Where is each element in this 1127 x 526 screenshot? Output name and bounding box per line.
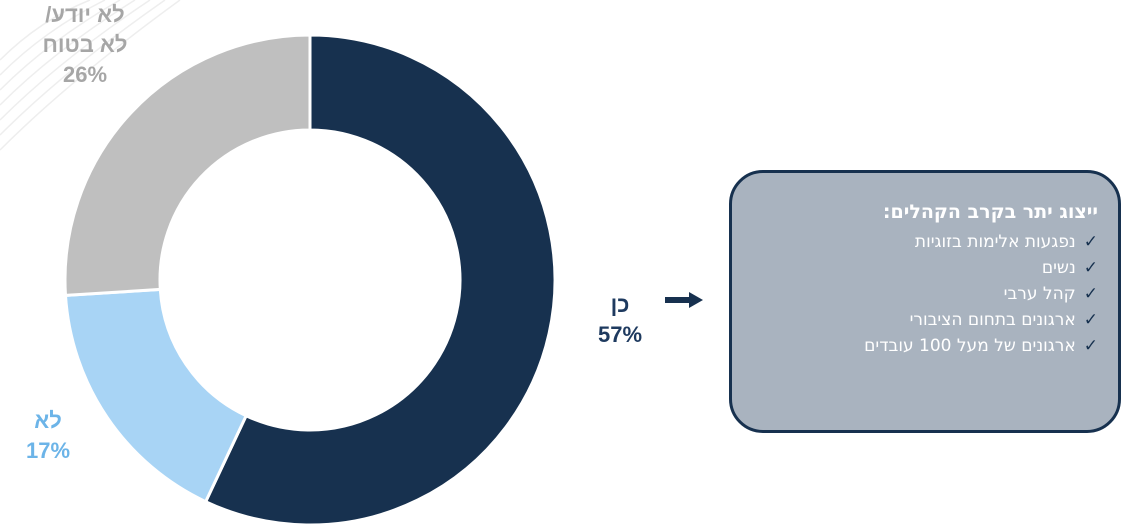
checkmark-icon: ✓: [1083, 232, 1098, 252]
checkmark-icon: ✓: [1083, 258, 1098, 278]
slice-label-unsure: לא יודע/ לא בטוח 26%: [20, 0, 150, 90]
checkmark-icon: ✓: [1083, 284, 1098, 304]
slice-value-no: 17%: [25, 438, 71, 463]
slice-label-no-name: לא: [34, 408, 62, 433]
slice-label-no: לא 17%: [8, 406, 88, 466]
slice-label-yes-name: כן: [610, 292, 630, 317]
arrow-right-icon: [665, 292, 703, 308]
callout-list-item: ✓ ארגונים בתחום הציבורי: [744, 307, 1098, 333]
callout-box: ייצוג יתר בקרב הקהלים: ✓ נפגעות אלימות בז…: [729, 170, 1121, 433]
callout-list-item: ✓ נשים: [744, 255, 1098, 281]
background-decoration: [0, 0, 181, 151]
callout-list-item: ✓ נפגעות אלימות בזוגיות: [744, 229, 1098, 255]
donut-slice-unsure: [63, 33, 312, 297]
callout-list-item: ✓ קהל ערבי: [744, 281, 1098, 307]
donut-slice-no: [63, 287, 249, 504]
donut-slice-yes: [203, 33, 557, 526]
callout-item-text: קהל ערבי: [1003, 284, 1076, 304]
callout-item-text: נשים: [1041, 258, 1076, 278]
callout-item-text: נפגעות אלימות בזוגיות: [914, 232, 1076, 252]
callout-list: ✓ נפגעות אלימות בזוגיות ✓ נשים ✓ קהל ערבי ✓ ארג…: [744, 229, 1098, 359]
callout-list-item: ✓ ארגונים של מעל 100 עובדים: [744, 333, 1098, 359]
slice-value-yes: 57%: [597, 322, 643, 347]
slice-label-unsure-line2: לא בטוח: [42, 32, 128, 57]
checkmark-icon: ✓: [1083, 336, 1098, 356]
checkmark-icon: ✓: [1083, 310, 1098, 330]
callout-item-text: ארגונים בתחום הציבורי: [909, 310, 1076, 330]
slice-label-unsure-line1: לא יודע/: [45, 2, 125, 27]
callout-title: ייצוג יתר בקרב הקהלים:: [882, 201, 1098, 223]
donut-chart: [63, 33, 557, 526]
slice-value-unsure: 26%: [62, 62, 108, 87]
slice-label-yes: כן 57%: [580, 290, 660, 350]
callout-item-text: ארגונים של מעל 100 עובדים: [864, 336, 1076, 356]
